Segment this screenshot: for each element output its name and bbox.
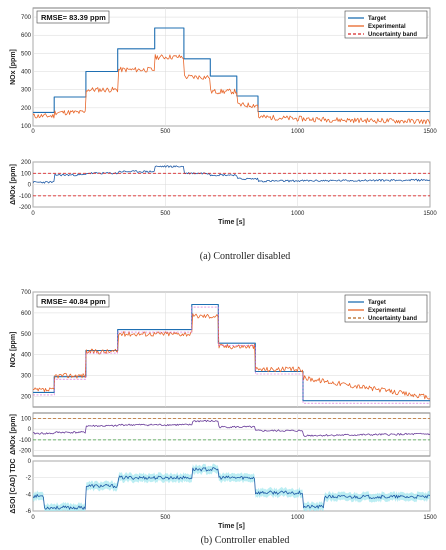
- x-tick-label: 0: [31, 515, 35, 521]
- y-axis-label: NOx [ppm]: [10, 332, 17, 368]
- y-axis-label: ΔNOx [ppm]: [10, 164, 17, 205]
- x-tick-label: 500: [160, 515, 171, 521]
- y-tick-label: 700: [21, 290, 32, 296]
- x-tick-label: 1500: [423, 211, 437, 217]
- panel-b-middle: -200-1000100050010001500ΔNOx [ppm]: [10, 412, 431, 457]
- y-tick-label: 500: [21, 332, 32, 338]
- x-tick-label: 500: [160, 211, 171, 217]
- soi-band: [33, 463, 430, 511]
- panel-a-top: 100 200 300 400 500 600 700 0 500 1000 1500 NOx [pp…: [10, 7, 437, 135]
- y-tick-label: 0: [28, 459, 32, 465]
- y-tick-label: 100: [21, 416, 32, 422]
- y-tick-label: 100: [21, 124, 32, 130]
- x-axis-label: Time [s]: [218, 523, 245, 530]
- y-tick-label: 600: [21, 311, 32, 317]
- y-tick-label: 700: [21, 15, 32, 21]
- y-tick-label: 100: [21, 171, 32, 177]
- y-tick-label: -100: [19, 194, 32, 200]
- caption-b: (b) Controller enabled: [201, 535, 290, 546]
- series-group: [33, 27, 430, 125]
- rmse-annotation: RMSE= 40.84 ppm: [36, 294, 110, 308]
- series-line-guide: [33, 306, 430, 404]
- x-tick-label: 0: [31, 211, 35, 217]
- y-tick-label: 600: [21, 33, 32, 39]
- y-tick-label: -200: [19, 205, 32, 211]
- rmse-box: [36, 294, 110, 308]
- rmse-annotation: RMSE= 83.39 ppm: [36, 10, 110, 24]
- series-line-target: [33, 27, 430, 113]
- y-tick-label: 300: [21, 374, 32, 380]
- y-axis-label: ΔSOI [CAD] TDC: [10, 458, 17, 513]
- x-tick-label: 1000: [291, 211, 305, 217]
- plot-area: [32, 412, 431, 457]
- y-tick-label: -100: [19, 438, 32, 444]
- panel-a-bottom: -200 -100 0 100 200 0 500 1000 1500 ΔNOx [ppm] Tim…: [10, 160, 437, 226]
- series-line-soi: [33, 467, 430, 510]
- series-group: [33, 303, 430, 404]
- rmse-text: RMSE= 83.39 ppm: [41, 13, 106, 22]
- y-tick-label: 400: [21, 353, 32, 359]
- y-tick-label: 300: [21, 88, 32, 94]
- legend-entry: Target: [368, 300, 386, 306]
- x-tick-label: 1000: [291, 515, 305, 521]
- caption-a: (a) Controller disabled: [200, 251, 291, 262]
- y-axis-label: NOx [ppm]: [10, 49, 17, 85]
- legend-entry: Target: [368, 16, 386, 22]
- y-tick-label: -4: [26, 492, 32, 498]
- x-tick-label: 500: [160, 129, 171, 135]
- rmse-text: RMSE= 40.84 ppm: [41, 297, 106, 306]
- y-tick-label: -2: [26, 476, 32, 482]
- series-group: [33, 165, 430, 197]
- y-tick-label: 200: [21, 395, 32, 401]
- y-tick-label: 0: [28, 183, 32, 189]
- series-line-experimental: [33, 313, 430, 400]
- legend: Target Experimental Uncertainty band: [344, 294, 428, 323]
- x-tick-label: 1500: [423, 129, 437, 135]
- y-tick-label: 500: [21, 51, 32, 57]
- y-tick-label: 400: [21, 70, 32, 76]
- y-axis-label: ΔNOx [ppm]: [10, 414, 17, 455]
- y-tick-label: 200: [21, 160, 32, 166]
- series-line-error: [33, 419, 430, 437]
- legend-entry: Uncertainty band: [368, 316, 417, 322]
- series-line-experimental: [33, 54, 430, 125]
- y-tick-label: 0: [28, 427, 32, 433]
- legend-entry: Experimental: [368, 24, 406, 30]
- legend-entry: Experimental: [368, 308, 406, 314]
- y-tick-label: -200: [19, 449, 32, 455]
- legend: Target Experimental Uncertainty band: [344, 10, 428, 39]
- rmse-box: [36, 10, 110, 24]
- x-tick-label: 1500: [423, 515, 437, 521]
- x-axis-label: Time [s]: [218, 219, 245, 226]
- series-group: [33, 463, 430, 511]
- y-tick-label: 200: [21, 106, 32, 112]
- series-line-target: [33, 303, 430, 402]
- panel-b-bottom: -6 -4 -2 0 0 500 1000 1500 ΔSOI [CAD] TDC Time [s…: [10, 458, 437, 530]
- x-tick-label: 1000: [291, 129, 305, 135]
- legend-entry: Uncertainty band: [368, 32, 417, 38]
- y-tick-label: -6: [26, 509, 32, 515]
- series-group: [33, 417, 430, 441]
- x-tick-label: 0: [31, 129, 35, 135]
